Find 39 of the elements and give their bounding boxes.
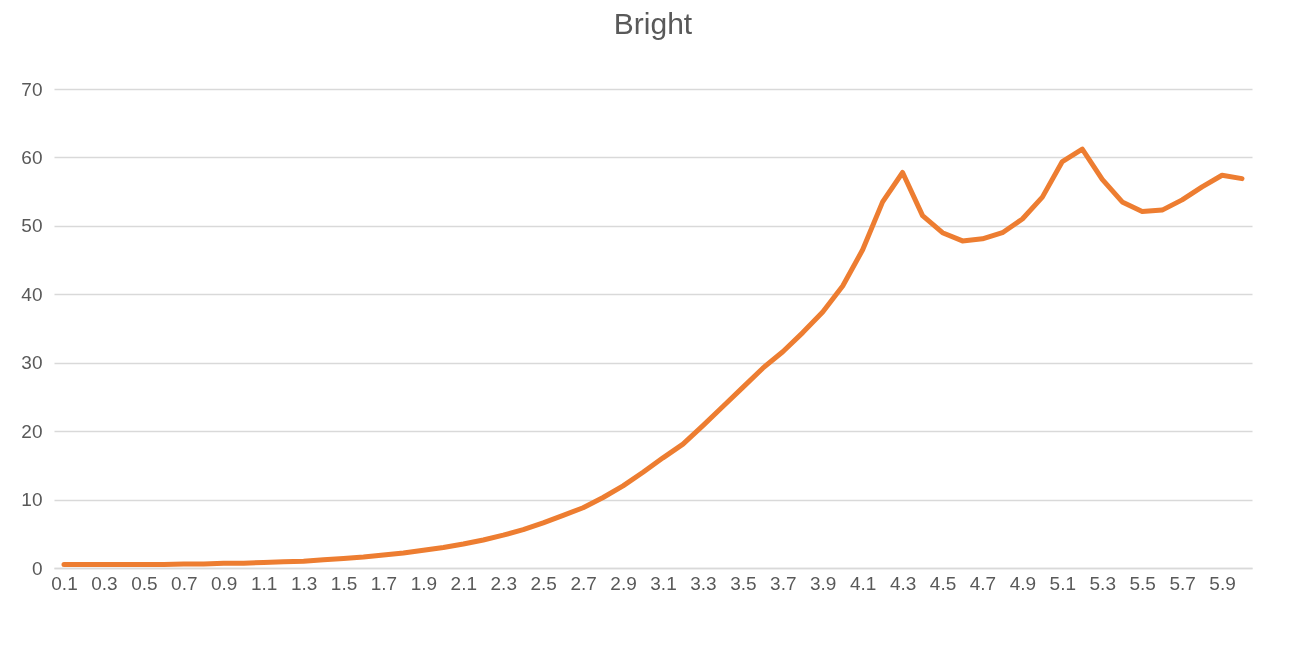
- x-tick-label: 2.3: [490, 572, 517, 594]
- y-tick-label: 60: [21, 146, 43, 168]
- x-tick-label: 0.1: [51, 572, 78, 594]
- x-tick-label: 4.1: [849, 572, 877, 594]
- y-tick-label: 40: [21, 283, 43, 305]
- y-tick-label: 10: [21, 489, 43, 511]
- x-tick-label: 5.3: [1089, 572, 1116, 594]
- x-tick-label: 3.5: [730, 572, 757, 594]
- x-tick-label: 0.9: [211, 572, 238, 594]
- x-tick-label: 5.7: [1169, 572, 1196, 594]
- x-tick-label: 4.9: [1009, 572, 1037, 594]
- x-tick-label: 0.5: [131, 572, 158, 594]
- y-tick-label: 20: [21, 420, 43, 442]
- x-tick-label: 5.1: [1049, 572, 1077, 594]
- x-tick-label: 1.9: [410, 572, 438, 594]
- y-tick-label: 70: [21, 78, 43, 100]
- x-tick-label: 2.9: [610, 572, 637, 594]
- chart-title: Bright: [613, 7, 693, 40]
- x-tick-label: 3.7: [770, 572, 797, 594]
- y-tick-label: 30: [21, 352, 43, 374]
- x-tick-label: 3.9: [810, 572, 837, 594]
- x-tick-label: 4.7: [969, 572, 997, 594]
- x-tick-label: 1.3: [290, 572, 318, 594]
- x-tick-label: 2.5: [530, 572, 557, 594]
- x-tick-label: 5.5: [1129, 572, 1156, 594]
- x-tick-label: 0.7: [171, 572, 198, 594]
- x-tick-label: 5.9: [1209, 572, 1236, 594]
- x-tick-label: 2.1: [450, 572, 478, 594]
- x-tick-label: 4.5: [929, 572, 957, 594]
- y-tick-label: 0: [31, 557, 43, 579]
- x-tick-label: 4.3: [889, 572, 917, 594]
- x-tick-label: 1.5: [330, 572, 358, 594]
- x-tick-label: 3.1: [650, 572, 677, 594]
- x-tick-label: 1.1: [250, 572, 278, 594]
- x-tick-label: 2.7: [570, 572, 597, 594]
- x-tick-label: 3.3: [690, 572, 717, 594]
- y-tick-label: 50: [21, 215, 43, 237]
- x-tick-label: 1.7: [370, 572, 398, 594]
- x-tick-label: 0.3: [91, 572, 118, 594]
